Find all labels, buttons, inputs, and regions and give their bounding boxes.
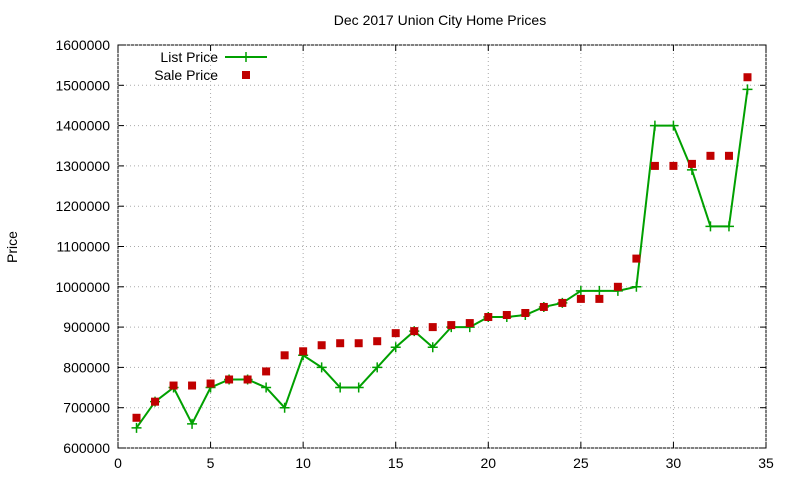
x-tick-label: 10	[295, 455, 311, 471]
data-point	[206, 379, 215, 388]
y-tick-label: 1100000	[57, 239, 111, 255]
data-point	[649, 120, 660, 131]
data-point	[335, 382, 346, 393]
data-point	[279, 402, 290, 413]
y-tick-label: 1000000	[55, 279, 110, 295]
data-point	[484, 313, 493, 322]
data-point	[354, 339, 363, 348]
x-tick-label: 25	[573, 455, 589, 471]
data-point	[169, 381, 178, 390]
data-point	[742, 84, 753, 95]
legend-swatch	[241, 52, 251, 62]
data-point	[427, 342, 438, 353]
data-point	[336, 339, 345, 348]
x-tick-label: 35	[758, 455, 774, 471]
data-point	[539, 302, 548, 311]
x-tick-label: 0	[114, 455, 122, 471]
series-line	[135, 89, 749, 429]
data-point	[521, 308, 530, 317]
y-axis-label: Price	[4, 231, 20, 263]
data-point	[613, 282, 622, 291]
data-point	[353, 382, 364, 393]
data-point	[594, 285, 605, 296]
data-point	[669, 161, 678, 170]
y-tick-label: 1200000	[55, 198, 110, 214]
data-point	[724, 151, 733, 160]
x-tick-label: 30	[666, 455, 682, 471]
y-tick-label: 1300000	[55, 158, 110, 174]
data-point	[391, 329, 400, 338]
data-point	[502, 311, 511, 320]
data-point	[243, 375, 252, 384]
y-tick-label: 1600000	[55, 37, 110, 53]
data-point	[631, 281, 642, 292]
y-tick-label: 600000	[63, 440, 110, 456]
y-tick-label: 700000	[63, 400, 110, 416]
data-point	[428, 323, 437, 332]
data-point	[595, 294, 604, 303]
data-point	[632, 254, 641, 263]
data-point	[410, 327, 419, 336]
y-tick-label: 1500000	[55, 77, 110, 93]
y-tick-label: 1400000	[55, 118, 110, 134]
data-point	[575, 285, 586, 296]
x-tick-label: 15	[388, 455, 404, 471]
data-point	[280, 351, 289, 360]
data-point	[373, 337, 382, 346]
data-point	[687, 159, 696, 168]
y-tick-label: 800000	[63, 359, 110, 375]
x-tick-label: 5	[207, 455, 215, 471]
data-point	[372, 362, 383, 373]
legend-swatch	[242, 71, 250, 79]
data-point	[187, 418, 198, 429]
data-point	[558, 298, 567, 307]
data-point	[650, 161, 659, 170]
data-point	[447, 321, 456, 330]
data-point	[261, 382, 272, 393]
data-point	[576, 294, 585, 303]
data-point	[151, 397, 160, 406]
data-point	[465, 319, 474, 328]
legend-label: List Price	[160, 49, 218, 65]
data-point	[317, 341, 326, 350]
chart-title: Dec 2017 Union City Home Prices	[334, 12, 546, 28]
data-point	[225, 375, 234, 384]
data-point	[188, 381, 197, 390]
data-point	[132, 413, 141, 422]
legend-label: Sale Price	[154, 67, 218, 83]
x-tick-label: 20	[480, 455, 496, 471]
data-point	[316, 362, 327, 373]
data-point	[299, 347, 308, 356]
data-point	[723, 221, 734, 232]
y-tick-label: 900000	[63, 319, 110, 335]
data-point	[706, 151, 715, 160]
data-point	[131, 422, 142, 433]
data-point	[262, 367, 271, 376]
data-point	[705, 221, 716, 232]
data-point	[668, 120, 679, 131]
data-point	[743, 73, 752, 82]
data-point	[390, 342, 401, 353]
